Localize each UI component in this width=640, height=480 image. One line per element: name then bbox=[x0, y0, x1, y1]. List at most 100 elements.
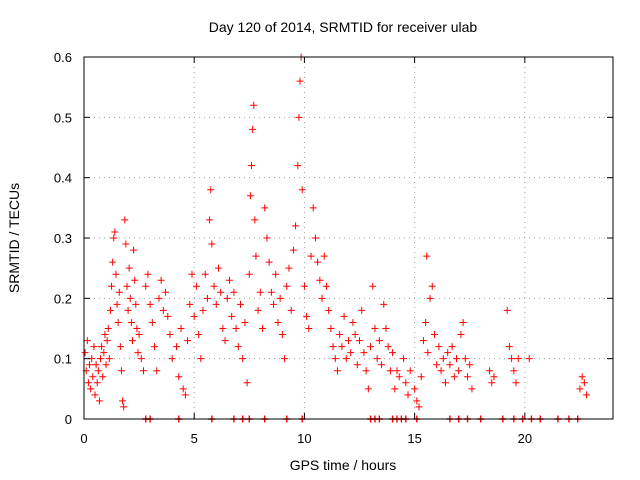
data-point bbox=[583, 391, 591, 399]
data-point bbox=[104, 325, 112, 332]
data-point bbox=[223, 294, 231, 302]
y-tick-label: 0.3 bbox=[54, 231, 72, 246]
data-point bbox=[151, 343, 159, 351]
data-point bbox=[378, 361, 386, 369]
data-point bbox=[274, 318, 282, 326]
data-point bbox=[99, 373, 107, 381]
data-point bbox=[415, 403, 423, 411]
data-point bbox=[278, 331, 286, 339]
data-point bbox=[89, 373, 97, 381]
data-point bbox=[525, 355, 533, 363]
data-point bbox=[373, 355, 381, 363]
data-point bbox=[311, 234, 319, 242]
data-point bbox=[367, 343, 375, 351]
data-point bbox=[300, 282, 308, 290]
data-point bbox=[384, 343, 392, 351]
y-tick-label: 0 bbox=[65, 412, 72, 427]
y-tick-label: 0.4 bbox=[54, 171, 72, 186]
data-point bbox=[441, 379, 449, 387]
data-points bbox=[81, 53, 591, 411]
data-point bbox=[455, 367, 463, 375]
data-point bbox=[106, 306, 114, 314]
plot-frame bbox=[83, 56, 614, 420]
data-point bbox=[87, 385, 95, 393]
data-point bbox=[329, 343, 337, 351]
data-point bbox=[203, 294, 211, 302]
data-point bbox=[466, 361, 474, 369]
data-point bbox=[419, 337, 427, 345]
data-point bbox=[422, 318, 430, 326]
data-point bbox=[197, 355, 205, 363]
x-tick-label: 20 bbox=[518, 431, 532, 446]
data-point bbox=[246, 192, 254, 200]
data-point bbox=[295, 113, 303, 121]
data-point bbox=[140, 367, 148, 375]
data-point bbox=[345, 337, 352, 345]
data-point bbox=[116, 343, 124, 351]
data-point bbox=[362, 367, 370, 375]
data-point bbox=[122, 240, 130, 248]
data-point bbox=[283, 282, 291, 290]
data-point bbox=[115, 288, 123, 296]
data-point bbox=[190, 312, 198, 320]
data-point bbox=[426, 294, 434, 302]
data-point bbox=[249, 125, 257, 133]
data-point bbox=[318, 294, 326, 302]
data-point bbox=[234, 343, 242, 351]
data-point bbox=[446, 361, 454, 369]
data-point bbox=[459, 318, 467, 326]
x-axis-label: GPS time / hours bbox=[290, 457, 397, 473]
data-point bbox=[90, 343, 98, 351]
data-point bbox=[199, 306, 207, 314]
data-point bbox=[103, 337, 111, 345]
data-point bbox=[252, 252, 260, 260]
data-point bbox=[132, 300, 140, 308]
data-point bbox=[488, 379, 496, 387]
data-point bbox=[514, 355, 522, 363]
data-point bbox=[248, 162, 256, 170]
data-point bbox=[166, 331, 174, 339]
data-point bbox=[303, 312, 311, 320]
data-point bbox=[131, 276, 139, 284]
data-point bbox=[101, 331, 109, 339]
data-point bbox=[464, 373, 472, 381]
data-point bbox=[121, 216, 129, 224]
data-point bbox=[450, 373, 458, 381]
data-point bbox=[81, 349, 89, 357]
data-point bbox=[404, 391, 412, 399]
data-point bbox=[117, 367, 125, 375]
data-point bbox=[123, 282, 131, 290]
data-point bbox=[360, 349, 368, 357]
data-point bbox=[98, 343, 106, 351]
data-point bbox=[309, 204, 317, 212]
data-point bbox=[133, 325, 141, 332]
data-point bbox=[125, 264, 133, 272]
data-point bbox=[406, 367, 414, 375]
data-point bbox=[333, 367, 341, 375]
y-tick-label: 0.2 bbox=[54, 291, 72, 306]
data-point bbox=[105, 355, 113, 363]
data-point bbox=[276, 294, 284, 302]
data-point bbox=[210, 282, 218, 290]
data-point bbox=[217, 288, 225, 296]
data-point bbox=[364, 385, 372, 393]
data-point bbox=[314, 258, 322, 266]
data-point bbox=[157, 276, 165, 284]
data-point bbox=[327, 325, 335, 332]
data-point bbox=[389, 349, 397, 357]
data-point bbox=[192, 282, 200, 290]
data-point bbox=[111, 228, 119, 236]
data-point bbox=[214, 264, 222, 272]
data-point bbox=[130, 246, 138, 254]
data-point bbox=[108, 282, 116, 290]
data-point bbox=[289, 246, 297, 254]
data-point bbox=[505, 343, 513, 351]
y-tick-label: 0.5 bbox=[54, 110, 72, 125]
data-point bbox=[272, 270, 280, 278]
data-point bbox=[320, 252, 328, 260]
data-point bbox=[453, 355, 461, 363]
data-point bbox=[386, 367, 394, 375]
data-point bbox=[503, 306, 511, 314]
data-point bbox=[267, 288, 275, 296]
